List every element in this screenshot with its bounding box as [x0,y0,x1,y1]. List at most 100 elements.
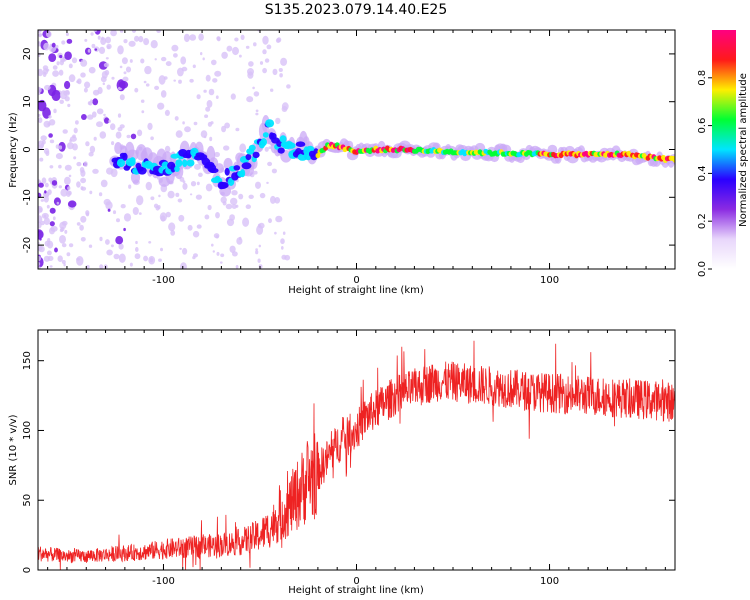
noise-blob [211,59,217,66]
noise-blob [46,250,52,256]
noise-blob [173,79,176,82]
noise-blob [157,205,161,210]
ridge-core [240,169,246,178]
noise-blob [144,65,152,75]
noise-blob [106,45,110,50]
noise-blob [165,211,171,218]
noise-blob [64,164,72,171]
noise-blob [41,177,47,184]
y-tick-label: 50 [22,494,33,507]
noise-blob [150,40,158,49]
noise-blob [125,66,132,73]
noise-blob [49,227,55,235]
noise-blob [210,121,214,125]
noise-blob [62,129,68,134]
noise-blob [198,172,203,177]
noise-blob [221,51,228,59]
noise-blob [170,230,176,236]
spectrogram-y-ticks: -20 -10 0 10 20 [22,48,675,253]
noise-blob [52,216,56,221]
noise-blob [92,98,99,106]
noise-blob [194,163,201,170]
noise-blob [117,113,122,118]
x-tick-label: 0 [353,275,359,286]
noise-blob [49,207,56,214]
colorbar-tick-label: 0.0 [697,261,708,277]
noise-blob [214,70,222,77]
ridge-core [262,132,269,138]
noise-blob [216,36,221,41]
noise-blob [89,190,93,195]
noise-blob [103,198,111,206]
noise-blob [135,240,138,245]
noise-blob [163,76,168,80]
snr-x-label: Height of straight line (km) [288,585,424,596]
noise-blob [61,243,67,248]
noise-blob [281,106,288,112]
noise-blob [47,238,51,243]
colorbar-gradient [712,30,736,269]
noise-blob [213,233,220,239]
noise-blob [67,186,71,191]
noise-blob [195,194,202,200]
noise-blob [71,57,78,64]
noise-blob [248,61,254,67]
noise-blob [196,224,202,229]
x-tick-label: -100 [152,275,175,286]
noise-blob [264,146,269,152]
noise-blob [203,135,207,139]
noise-blob [39,207,43,213]
noise-blob [220,261,223,264]
noise-blob [44,182,49,188]
noise-blob [92,111,97,118]
noise-blob [171,44,179,52]
noise-blob [158,75,166,85]
noise-blob [73,127,78,134]
noise-blob [278,68,283,72]
ridge-core [137,167,147,175]
noise-blob [212,78,218,83]
noise-blob [129,59,133,63]
noise-blob [51,90,61,101]
noise-blob [134,87,139,93]
noise-blob [245,204,251,209]
noise-blob [160,90,167,98]
noise-blob [58,69,64,76]
noise-blob [274,197,281,204]
noise-blob [268,146,272,150]
noise-blob [40,135,47,141]
noise-blob [118,253,126,263]
noise-blob [205,183,213,192]
noise-blob [51,180,58,186]
ridge-halo [114,142,122,154]
noise-blob [230,197,238,206]
noise-blob [203,89,207,93]
noise-blob [38,117,43,124]
noise-blob [148,255,156,265]
noise-blob [58,145,63,150]
noise-blob [105,36,111,44]
noise-blob [173,53,178,58]
y-tick-label: 20 [22,48,33,61]
noise-blob [242,217,250,227]
y-tick-label: 0 [22,146,33,152]
noise-blob [129,262,133,267]
noise-blob [123,39,128,44]
noise-blob [253,91,260,97]
ridge-core [122,152,128,161]
noise-blob [182,247,188,255]
noise-blob [61,40,66,45]
x-tick-label: -100 [152,576,175,587]
noise-blob [280,238,285,245]
ridge-core [252,151,260,159]
noise-blob [38,33,42,38]
noise-blob [110,123,116,131]
noise-blob [80,59,88,67]
noise-blob [140,99,145,103]
noise-blob [57,255,63,262]
noise-blob [110,168,118,178]
noise-blob [38,192,42,198]
noise-blob [177,198,183,203]
noise-blob [117,127,123,132]
noise-blob [76,256,84,266]
